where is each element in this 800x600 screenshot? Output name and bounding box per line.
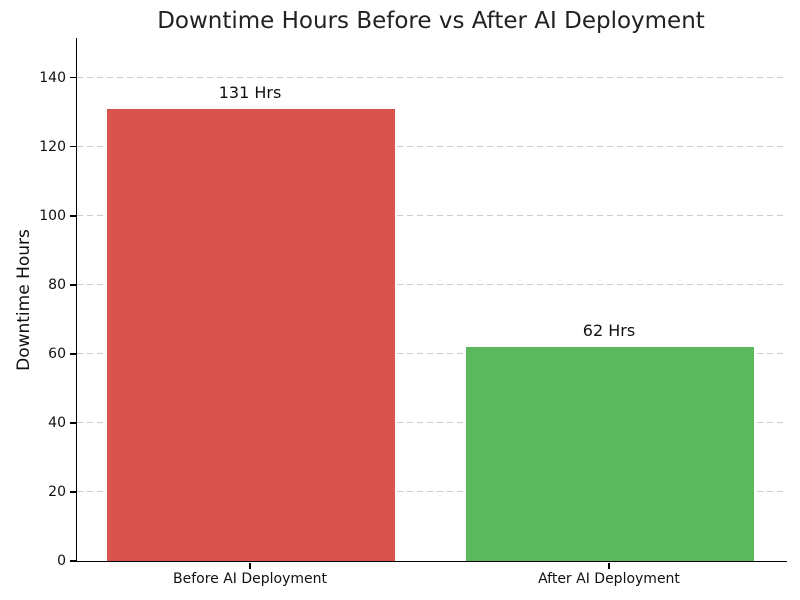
bar-value-label-before-ai-deployment: 131 Hrs: [218, 82, 282, 102]
plot-area: [76, 38, 787, 562]
y-axis-tick-label-60: 60: [48, 345, 66, 362]
gridline-y-80: [77, 284, 787, 286]
y-axis-tick-0: [70, 560, 76, 562]
y-axis-tick-label-120: 120: [39, 138, 66, 155]
y-axis-tick-label-80: 80: [48, 276, 66, 293]
x-axis-tick-before-ai-deployment: [249, 562, 251, 569]
y-axis-tick-120: [70, 145, 76, 148]
x-axis-tick-after-ai-deployment: [608, 562, 610, 569]
y-axis-tick-label-0: 0: [57, 553, 66, 569]
gridline-y-20: [77, 491, 787, 493]
gridline-y-120: [77, 146, 787, 148]
bar-before-ai-deployment: [107, 108, 395, 561]
y-axis-tick-label-20: 20: [48, 483, 66, 500]
y-axis-tick-label-140: 140: [39, 69, 66, 86]
y-axis-tick-100: [70, 215, 76, 217]
bar-value-label-after-ai-deployment: 62 Hrs: [582, 320, 636, 340]
y-axis-tick-40: [70, 422, 76, 424]
y-axis-tick-label-40: 40: [48, 414, 66, 431]
y-axis-tick-80: [70, 284, 76, 286]
gridline-y-100: [77, 215, 787, 217]
gridline-y-60: [77, 353, 787, 355]
bar-after-ai-deployment: [466, 346, 754, 561]
gridline-y-140: [77, 77, 787, 79]
x-axis-tick-label-after-ai-deployment: After AI Deployment: [538, 571, 680, 587]
y-axis-tick-60: [70, 353, 76, 355]
chart-title: Downtime Hours Before vs After AI Deploy…: [157, 8, 705, 34]
gridline-y-40: [77, 422, 787, 424]
x-axis-tick-label-before-ai-deployment: Before AI Deployment: [172, 571, 327, 587]
y-axis-tick-20: [70, 491, 76, 493]
y-axis-tick-label-100: 100: [39, 207, 66, 224]
y-axis-tick-140: [70, 76, 76, 79]
